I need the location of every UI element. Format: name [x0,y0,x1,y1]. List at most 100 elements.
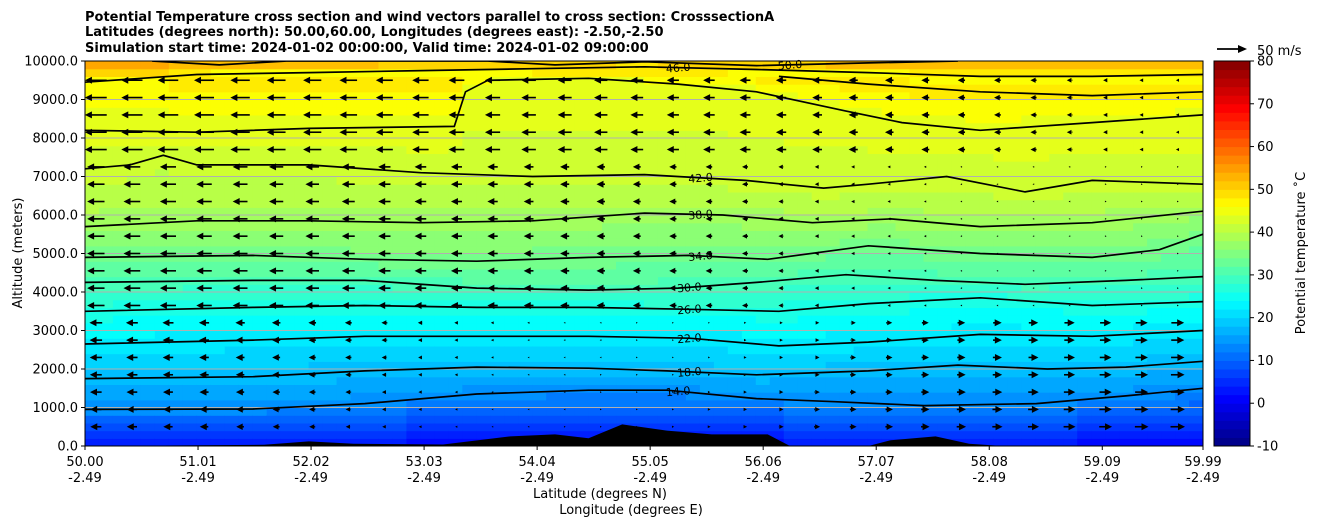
field-cell [923,376,939,385]
field-cell [364,114,380,124]
field-cell [1105,215,1120,224]
field-cell [1161,307,1176,316]
field-cell [588,191,603,201]
field-cell [85,245,100,255]
field-cell [1133,222,1148,231]
field-cell [1091,353,1106,362]
field-cell [741,292,757,301]
field-cell [140,322,156,332]
field-cell [616,292,631,301]
field-cell [867,199,883,208]
field-cell [755,299,771,308]
field-cell [322,438,338,446]
field-cell [769,292,785,301]
field-cell [462,245,477,255]
field-cell [602,153,617,162]
field-cell [811,253,827,262]
field-cell [560,261,575,270]
wind-vector [742,233,748,239]
field-cell [657,384,673,393]
field-cell [923,399,939,409]
field-cell [657,261,673,270]
field-cell [448,114,463,124]
field-cell [560,114,575,124]
field-cell [238,191,254,201]
field-cell [923,130,939,139]
x-tick-label-lon: -2.49 [1186,471,1220,486]
field-cell [769,430,785,439]
field-cell [1035,161,1050,170]
colorbar-band [1214,155,1250,165]
field-cell [937,99,953,108]
wind-vector [636,391,638,393]
field-cell [252,330,268,339]
field-cell [364,145,380,154]
field-cell [1189,438,1203,446]
field-cell [308,392,324,401]
field-cell [1021,299,1036,308]
field-cell [574,422,589,432]
field-cell [1119,284,1134,293]
wind-vector [703,146,715,154]
wind-vector [563,356,566,359]
field-cell [602,145,617,154]
field-cell [1189,76,1203,85]
field-cell [783,322,799,332]
field-cell [685,338,701,347]
field-cell [364,261,380,270]
field-cell [532,430,547,439]
field-cell [979,238,994,247]
field-cell [671,222,687,231]
wind-vector [632,232,641,240]
field-cell [126,130,142,139]
wind-vector [1175,96,1180,100]
x-tick-label-lat: 51.01 [179,455,216,470]
field-cell [406,276,421,285]
wind-vector [1170,405,1185,413]
field-cell [252,238,268,247]
field-cell [532,253,547,262]
field-cell [98,84,114,93]
field-cell [811,384,827,393]
field-cell [937,145,953,154]
x-axis: 50.00-2.4951.01-2.4952.02-2.4953.03-2.49… [66,446,1222,486]
field-cell [671,230,687,239]
field-cell [1007,353,1022,362]
field-cell [85,369,100,378]
field-cell [1035,261,1050,270]
field-cell [1105,191,1120,201]
field-cell [895,430,911,439]
field-cell [294,422,310,432]
field-cell [448,345,463,355]
field-cell [909,99,925,108]
wind-vector [560,301,570,309]
field-cell [490,415,505,424]
field-cell [1035,253,1050,262]
field-cell [965,176,980,185]
field-cell [294,392,310,401]
field-cell [797,91,813,101]
field-cell [951,376,967,385]
wind-vector [527,373,530,376]
field-cell [727,376,743,385]
wind-vector [957,371,966,379]
field-cell [727,76,743,85]
field-cell [168,168,184,178]
field-cell [504,222,519,231]
field-cell [616,307,631,316]
field-cell [867,153,883,162]
field-cell [252,84,268,93]
field-cell [783,153,799,162]
field-cell [532,191,547,201]
field-cell [741,161,757,170]
field-cell [783,168,799,178]
field-cell [1077,215,1092,224]
field-cell [825,345,841,355]
field-cell [168,330,184,339]
field-cell [518,268,533,278]
field-cell [699,99,715,108]
wind-vector [921,319,929,326]
wind-vector [308,354,316,361]
wind-vector [1177,218,1179,220]
field-cell [993,369,1008,378]
